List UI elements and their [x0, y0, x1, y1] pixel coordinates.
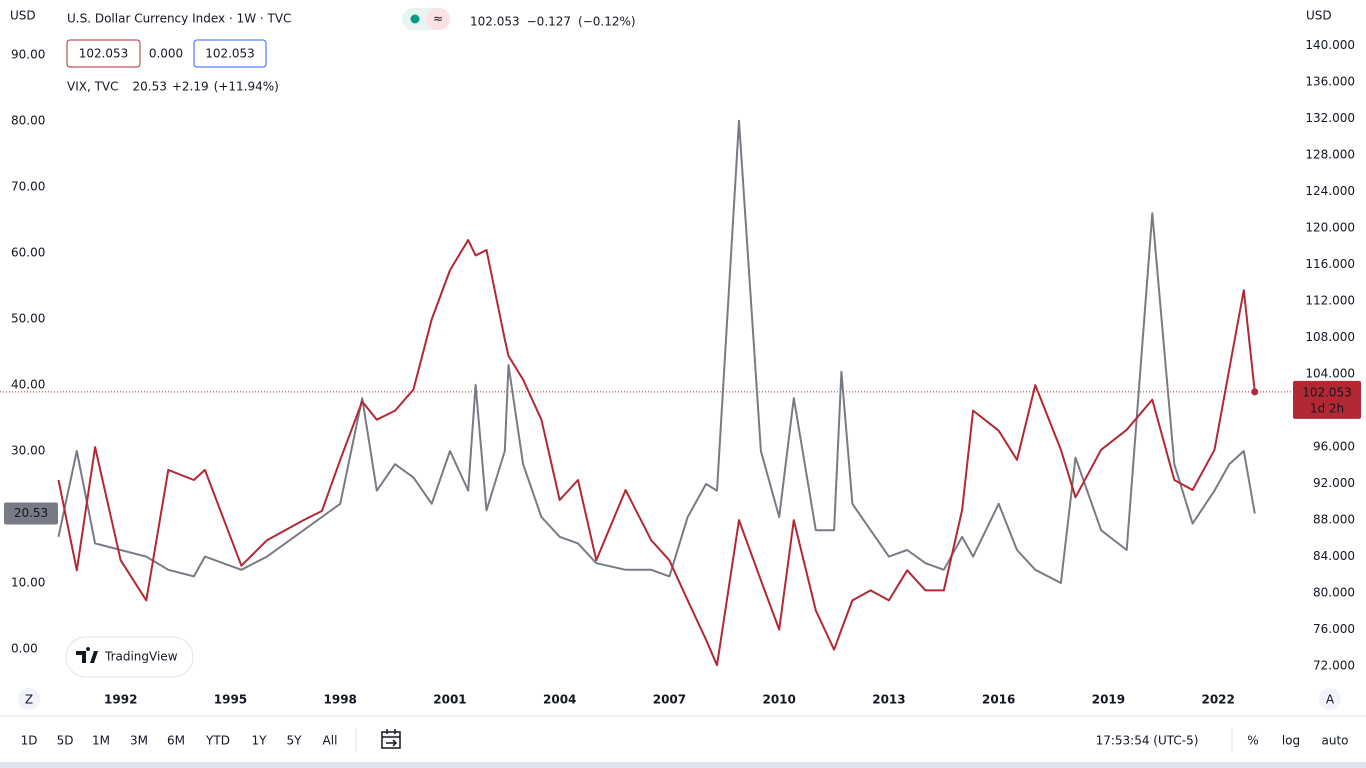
logo-badge[interactable] — [65, 636, 194, 678]
left-price-tag — [4, 502, 58, 525]
x-tick-label: 2022 — [1201, 693, 1234, 707]
scale-button[interactable] — [1319, 688, 1341, 710]
range-button[interactable]: YTD — [205, 734, 230, 748]
currency-left[interactable]: USD — [10, 9, 36, 23]
countdown-label: 1d 2h — [1310, 401, 1344, 415]
y-tick-label: 10.00 — [11, 576, 45, 590]
x-tick-label: 2013 — [872, 693, 905, 707]
x-tick-label: 2004 — [543, 693, 576, 707]
range-button[interactable]: 5Y — [287, 734, 303, 748]
y-tick-label: 90.00 — [11, 47, 45, 61]
x-tick-label: 1995 — [214, 693, 247, 707]
date-range-icon[interactable] — [381, 729, 401, 749]
y2-tick-label: 72.000 — [1313, 659, 1355, 673]
y2-tick-label: 112.000 — [1305, 294, 1355, 308]
last-point — [1251, 388, 1259, 396]
price-box-label: 0.000 — [149, 47, 183, 61]
range-button[interactable]: 3M — [130, 734, 148, 748]
x-tick-label: 2001 — [433, 693, 466, 707]
x-tick-label: 1992 — [104, 693, 137, 707]
y2-tick-label: 84.000 — [1313, 549, 1355, 563]
range-button[interactable]: 1M — [92, 734, 110, 748]
right-price-tag-label: 102.053 — [1302, 385, 1352, 399]
quote-change_pct: (−0.12%) — [578, 15, 636, 29]
y2-tick-label: 104.000 — [1305, 367, 1355, 381]
vix-legend: (+11.94%) — [214, 80, 279, 94]
x-tick-label: 2010 — [762, 693, 795, 707]
y-tick-label: 60.00 — [11, 245, 45, 259]
status-wave: ≈ — [433, 12, 443, 26]
price-box — [193, 39, 267, 68]
y2-tick-label: 116.000 — [1305, 257, 1355, 271]
y2-tick-label: 76.000 — [1313, 622, 1355, 636]
y2-tick-label: 140.000 — [1305, 38, 1355, 52]
range-button[interactable]: All — [323, 734, 338, 748]
y-tick-label: 0.00 — [11, 642, 38, 656]
status-pill-right — [426, 8, 450, 30]
y-tick-label: 40.00 — [11, 377, 45, 391]
logo-text: TradingView — [104, 650, 178, 664]
vix-legend: +2.19 — [172, 80, 209, 94]
x-tick-label: 1998 — [324, 693, 357, 707]
range-button[interactable]: 1D — [21, 734, 38, 748]
quote-last: 102.053 — [470, 15, 520, 29]
range-button[interactable]: 6M — [167, 734, 185, 748]
scale-option[interactable]: log — [1282, 734, 1300, 748]
price-box-label: 102.053 — [205, 47, 255, 61]
y2-tick-label: 92.000 — [1313, 476, 1355, 490]
right-price-tag — [1293, 380, 1361, 419]
range-button[interactable]: 1Y — [252, 734, 268, 748]
scale-button-label: A — [1326, 693, 1335, 707]
vix-legend: VIX, TVC — [67, 80, 119, 94]
logo-icon — [76, 647, 98, 663]
x-tick-label: 2019 — [1092, 693, 1125, 707]
y-tick-label: 70.00 — [11, 179, 45, 193]
y2-tick-label: 88.000 — [1313, 513, 1355, 527]
y-tick-label: 30.00 — [11, 443, 45, 457]
y-tick-label: 50.00 — [11, 311, 45, 325]
y2-tick-label: 108.000 — [1305, 330, 1355, 344]
x-tick-label: 2016 — [982, 693, 1015, 707]
y2-tick-label: 132.000 — [1305, 111, 1355, 125]
y2-tick-label: 136.000 — [1305, 75, 1355, 89]
quote-change: −0.127 — [527, 15, 571, 29]
y2-tick-label: 80.000 — [1313, 586, 1355, 600]
y2-tick-label: 124.000 — [1305, 184, 1355, 198]
series-line — [57, 239, 1256, 667]
range-button[interactable]: 5D — [57, 734, 74, 748]
price-box-label: 102.053 — [79, 47, 129, 61]
bottom-strip — [0, 762, 1366, 768]
scale-button[interactable] — [18, 688, 40, 710]
y2-tick-label: 128.000 — [1305, 148, 1355, 162]
status-dot — [410, 14, 420, 24]
chart-title: U.S. Dollar Currency Index · 1W · TVC — [67, 12, 291, 26]
left-price-tag-label: 20.53 — [14, 506, 48, 520]
scale-option[interactable]: auto — [1321, 734, 1348, 748]
clock[interactable]: 17:53:54 (UTC-5) — [1096, 734, 1199, 748]
scale-option[interactable]: % — [1247, 734, 1258, 748]
scale-button-label: Z — [25, 693, 33, 707]
y-tick-label: 80.00 — [11, 113, 45, 127]
series-line — [57, 119, 1256, 584]
y2-tick-label: 96.000 — [1313, 440, 1355, 454]
price-box — [66, 39, 141, 68]
x-tick-label: 2007 — [653, 693, 686, 707]
vix-legend: 20.53 — [133, 80, 167, 94]
y2-tick-label: 120.000 — [1305, 221, 1355, 235]
currency-right[interactable]: USD — [1306, 9, 1332, 23]
